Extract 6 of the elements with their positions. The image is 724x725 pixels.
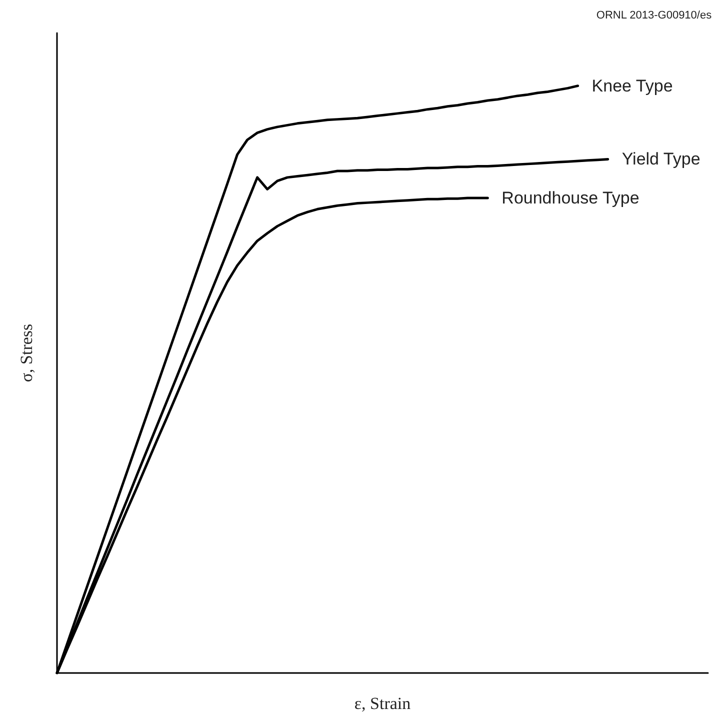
- y-axis-title: σ, Stress: [17, 324, 36, 382]
- series-label: Yield Type: [622, 150, 700, 169]
- x-axis-title: ε, Strain: [354, 694, 412, 713]
- series-label: Knee Type: [592, 76, 673, 96]
- text: ORNL 2013-G00910/es: [596, 10, 712, 22]
- series-label: Roundhouse Type: [502, 188, 640, 208]
